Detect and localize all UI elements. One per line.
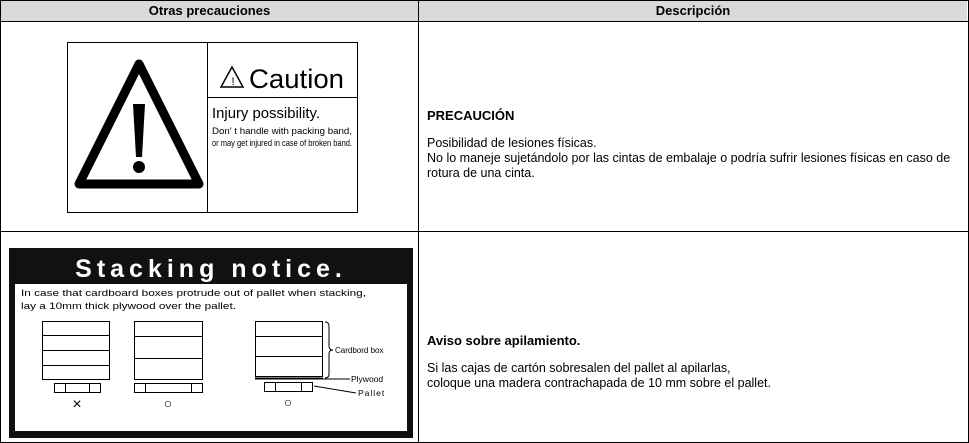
border	[0, 0, 1, 443]
exclamation	[133, 104, 145, 157]
stacking-text: In case that cardboard boxes protrude ou…	[21, 288, 366, 299]
description: Aviso sobre apilamiento. Si las cajas de…	[427, 333, 962, 391]
caution-text: or may get injured in case of broken ban…	[212, 138, 352, 149]
description-line: No lo maneje sujetándolo por las cintas …	[427, 151, 951, 180]
description: PRECAUCIÓN Posibilidad de lesiones físic…	[427, 108, 962, 181]
border	[418, 0, 419, 443]
panel	[15, 284, 407, 431]
symbol: ○	[164, 395, 172, 411]
description-line: Posibilidad de lesiones físicas.	[427, 136, 597, 150]
caution-label: ! Caution Injury possibility. Don' t han…	[67, 42, 358, 213]
symbol: ×	[72, 396, 81, 413]
caution-text: Don' t handle with packing band,	[212, 126, 352, 137]
border	[0, 21, 969, 22]
description-line: Si las cajas de cartón sobresalen del pa…	[427, 361, 731, 375]
caution-subtitle: Injury possibility.	[212, 105, 320, 122]
warning-triangle	[74, 59, 204, 189]
border	[0, 0, 969, 1]
part-label: Plywood	[351, 374, 383, 384]
mark: !	[231, 76, 234, 88]
description-title: PRECAUCIÓN	[427, 108, 515, 123]
column-header: Otras precauciones	[1, 0, 418, 21]
part-label: Cardbord box	[335, 346, 383, 355]
part-label: Pallet	[358, 388, 385, 398]
border	[0, 231, 969, 232]
exclamation-dot	[133, 161, 145, 173]
column-header: Descripción	[419, 0, 967, 21]
caution-title: Caution	[249, 64, 344, 94]
symbol: ○	[284, 394, 292, 410]
description-line: coloque una madera contrachapada de 10 m…	[427, 376, 771, 390]
stacking-label: Stacking notice. In case that cardboard …	[9, 248, 413, 438]
diagram	[42, 321, 357, 394]
stacking-title: Stacking notice.	[75, 255, 347, 283]
description-title: Aviso sobre apilamiento.	[427, 333, 581, 348]
small-triangle	[219, 65, 245, 88]
stacking-text: lay a 10mm thick plywood over the pallet…	[21, 301, 236, 312]
